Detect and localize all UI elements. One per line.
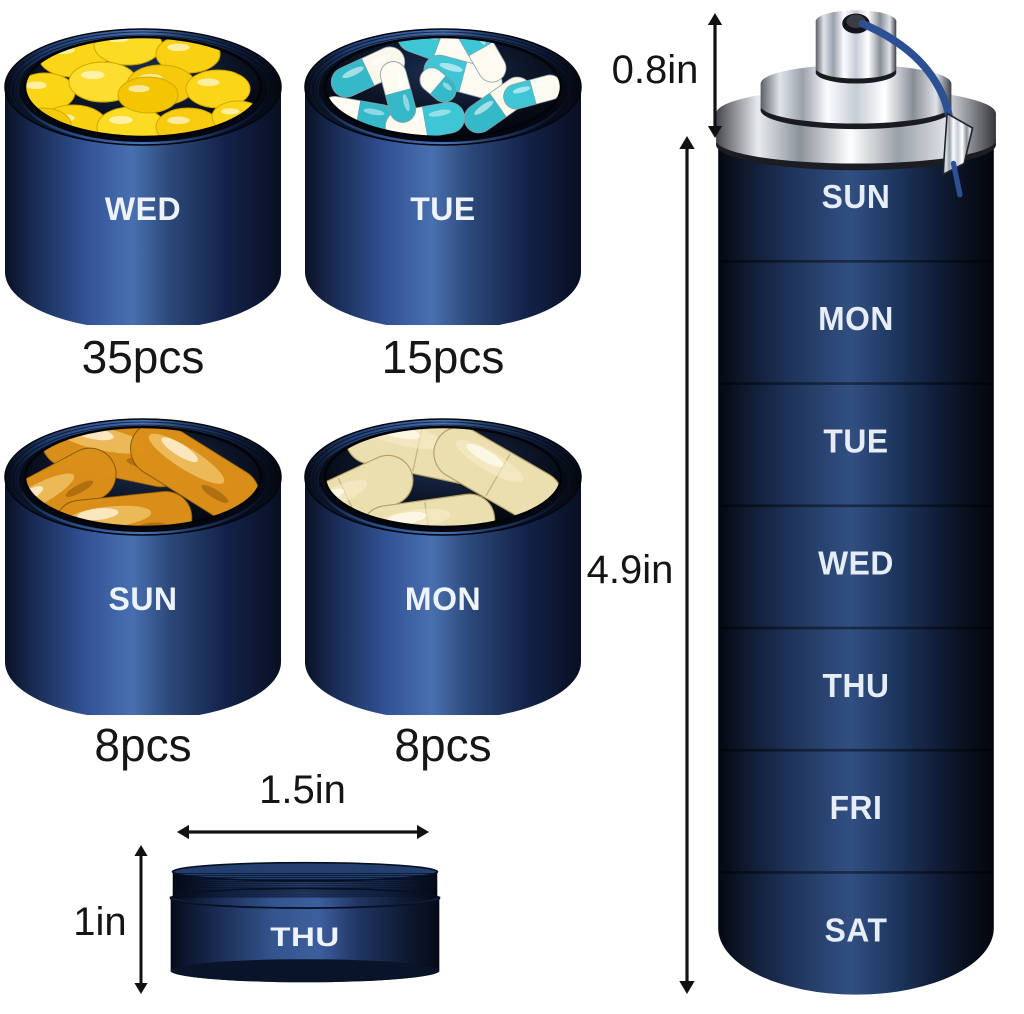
svg-text:FRI: FRI [830, 789, 883, 826]
svg-text:WED: WED [818, 545, 894, 582]
svg-text:THU: THU [270, 923, 339, 952]
svg-text:TUE: TUE [823, 423, 888, 460]
svg-text:SUN: SUN [108, 581, 177, 617]
svg-text:SUN: SUN [822, 178, 891, 215]
svg-text:MON: MON [405, 581, 481, 617]
svg-text:TUE: TUE [410, 191, 476, 227]
svg-text:THU: THU [823, 667, 890, 704]
svg-text:MON: MON [818, 301, 894, 338]
svg-text:SAT: SAT [825, 912, 888, 949]
svg-text:WED: WED [105, 191, 181, 227]
